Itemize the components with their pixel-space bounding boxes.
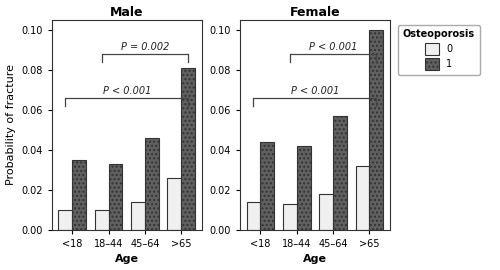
- Text: P < 0.001: P < 0.001: [290, 86, 339, 96]
- Bar: [333, 116, 347, 230]
- Bar: [108, 164, 122, 230]
- Title: Male: Male: [110, 6, 144, 19]
- Bar: [260, 142, 274, 230]
- Bar: [246, 202, 260, 230]
- Bar: [72, 160, 86, 230]
- Text: P < 0.001: P < 0.001: [102, 86, 151, 96]
- Bar: [283, 204, 296, 230]
- Y-axis label: Probability of fracture: Probability of fracture: [6, 64, 16, 185]
- Legend: 0, 1: 0, 1: [398, 25, 479, 75]
- Title: Female: Female: [290, 6, 340, 19]
- Bar: [58, 210, 72, 230]
- Bar: [356, 166, 370, 230]
- Bar: [95, 210, 108, 230]
- X-axis label: Age: Age: [303, 254, 327, 264]
- Bar: [168, 178, 181, 230]
- Bar: [319, 194, 333, 230]
- Bar: [145, 138, 158, 230]
- Bar: [296, 146, 310, 230]
- Text: P = 0.002: P = 0.002: [121, 42, 169, 52]
- X-axis label: Age: Age: [115, 254, 139, 264]
- Bar: [131, 202, 145, 230]
- Text: P < 0.001: P < 0.001: [309, 42, 357, 52]
- Bar: [370, 30, 383, 230]
- Bar: [182, 68, 195, 230]
